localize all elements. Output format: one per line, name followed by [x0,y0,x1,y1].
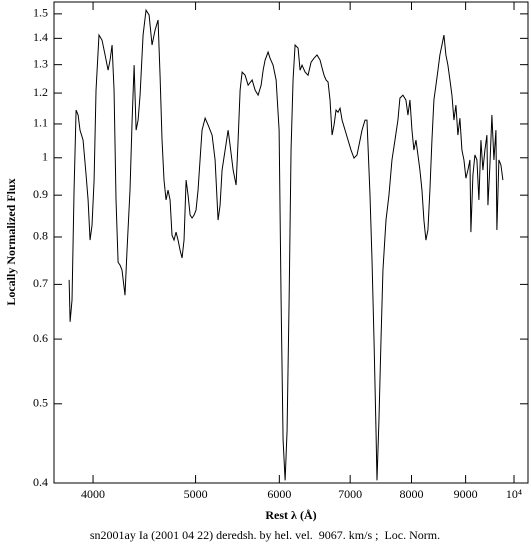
y-tick-label: 1.5 [33,6,48,20]
y-tick-label: 0.9 [33,187,48,201]
y-tick-label: 0.4 [33,475,48,489]
y-axis-label: Locally Normalized Flux [4,178,18,305]
y-tick-label: 0.5 [33,396,48,410]
x-tick-label: 4000 [81,487,105,501]
y-tick-label: 0.6 [33,331,48,345]
y-tick-label: 1.3 [33,56,48,70]
caption: sn2001ay Ia (2001 04 22) deredsh. by hel… [90,528,440,542]
y-tick-label: 1.2 [33,85,48,99]
y-tick-label: 1.1 [33,116,48,130]
x-tick-label: 5000 [184,487,208,501]
x-tick-label: 10⁴ [506,487,522,501]
y-tick-label: 1.4 [33,30,48,44]
x-tick-label: 6000 [267,487,291,501]
y-tick-label: 0.7 [33,276,48,290]
x-tick-label: 8000 [400,487,424,501]
y-tick-label: 0.8 [33,229,48,243]
spectrum-line [68,8,504,481]
x-tick-label: 7000 [338,487,362,501]
y-tick-label: 1 [42,150,48,164]
x-axis-label: Rest λ (Å) [265,508,316,522]
x-tick-label: 9000 [454,487,478,501]
plot-frame [53,1,529,484]
